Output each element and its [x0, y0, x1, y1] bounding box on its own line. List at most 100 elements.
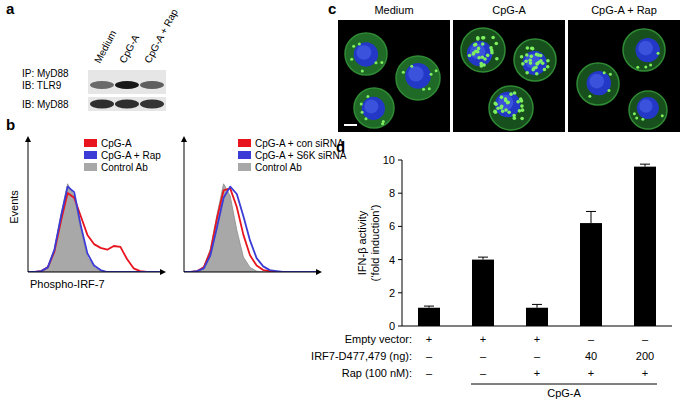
nucleus	[354, 42, 378, 66]
nucleus	[357, 45, 372, 60]
condition: +	[426, 333, 432, 345]
speckle	[661, 114, 664, 117]
marks	[28, 184, 160, 272]
nucleus	[589, 74, 604, 89]
cell	[461, 28, 505, 72]
histogram-panel: bEventsPhospho-IRF-7CpG-ACpG-A + RapCont…	[6, 116, 166, 290]
image-title: CpG-A	[492, 4, 526, 16]
speckle	[530, 55, 534, 59]
speckle	[532, 66, 536, 70]
speckle	[649, 63, 652, 66]
panel-label: a	[6, 0, 15, 17]
panel-label: c	[328, 0, 336, 17]
speckle	[350, 58, 353, 61]
panel-label: d	[336, 138, 345, 155]
speckle	[483, 57, 487, 61]
speckle	[430, 73, 433, 76]
axis-title: IFN-β activity	[356, 210, 368, 275]
speckle	[494, 42, 498, 46]
legend-swatch	[84, 151, 97, 159]
legend-swatch	[84, 139, 97, 147]
speckle	[364, 117, 367, 120]
speckle	[500, 95, 504, 99]
speckle	[495, 57, 499, 61]
speckle	[477, 56, 481, 60]
speckle	[535, 62, 539, 66]
speckle	[546, 65, 550, 69]
arrow	[316, 269, 322, 275]
speckle	[352, 45, 355, 48]
legend-label: CpG-A	[101, 138, 132, 149]
nucleus	[470, 44, 485, 59]
arrow	[181, 136, 187, 142]
speckle	[520, 117, 524, 121]
speckle	[402, 71, 405, 74]
nucleus	[637, 97, 659, 119]
cell	[396, 56, 440, 100]
speckle	[530, 46, 534, 50]
condition: +	[480, 333, 486, 345]
blot	[88, 97, 166, 111]
tick	[398, 160, 402, 161]
speckle	[644, 65, 647, 68]
nucleus	[362, 97, 385, 120]
speckle	[507, 110, 511, 114]
histogram-line	[184, 187, 316, 272]
band	[140, 100, 164, 109]
lane-label: CpG-A	[117, 32, 141, 64]
scale-bar	[344, 124, 357, 126]
legend-label: CpG-A + con siRNA	[255, 138, 344, 149]
band	[140, 81, 164, 89]
tick-label: 6	[389, 220, 395, 232]
nucleus	[498, 95, 513, 110]
speckle	[496, 106, 500, 110]
speckle	[520, 55, 524, 59]
speckle	[410, 65, 413, 68]
micrograph	[338, 20, 450, 132]
speckle	[509, 92, 513, 96]
speckle	[476, 36, 480, 40]
group-label: CpG-A	[547, 387, 581, 399]
condition: +	[534, 333, 540, 345]
histogram-panel: CpG-A + con siRNACpG-A + S6K siRNAContro…	[181, 136, 347, 275]
arrow	[25, 136, 31, 142]
bar	[634, 167, 656, 326]
condition: –	[642, 333, 649, 345]
row-label: Rap (100 nM):	[342, 367, 412, 379]
speckle	[521, 62, 525, 66]
micrograph	[568, 20, 680, 132]
legend-label: Control Ab	[101, 162, 148, 173]
speckle	[519, 97, 523, 101]
legend-swatch	[238, 151, 251, 159]
x-axis	[184, 272, 316, 273]
tick-label: 2	[389, 287, 395, 299]
cell	[345, 33, 387, 75]
micrograph	[453, 20, 565, 132]
legend-swatch	[238, 139, 251, 147]
speckle	[529, 61, 533, 65]
speckle	[494, 110, 498, 114]
speckle	[486, 54, 490, 58]
speckle	[428, 87, 431, 90]
speckle	[501, 110, 505, 114]
speckle	[516, 100, 520, 104]
speckle	[477, 47, 481, 51]
speckle	[480, 64, 484, 68]
speckle	[506, 100, 510, 104]
speckle	[641, 118, 644, 121]
image-title: Medium	[374, 4, 413, 16]
speckle	[374, 61, 377, 64]
speckle	[435, 69, 438, 72]
row-label: IB: TLR9	[22, 80, 62, 91]
arrow	[160, 269, 166, 275]
histogram-line	[28, 187, 160, 272]
nucleus	[639, 99, 652, 112]
condition: 200	[636, 350, 654, 362]
band	[90, 81, 114, 89]
band	[115, 81, 139, 89]
row-label: Empty vector:	[345, 333, 412, 345]
cell	[629, 91, 667, 129]
error-bar	[424, 306, 434, 308]
error-bar	[478, 257, 488, 259]
tick-label: 4	[389, 254, 395, 266]
